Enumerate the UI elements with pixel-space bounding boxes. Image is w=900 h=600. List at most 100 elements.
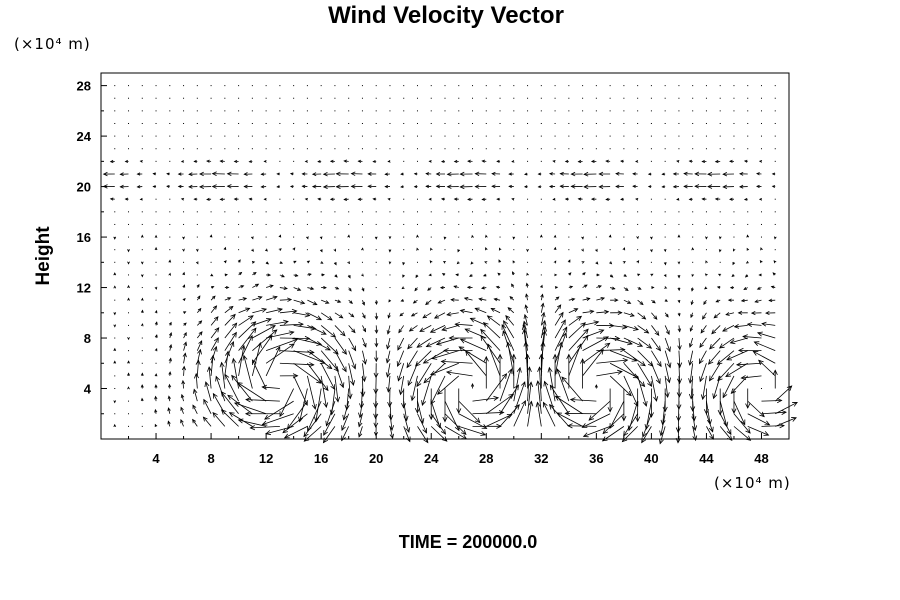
wind-vector bbox=[595, 97, 597, 99]
wind-vector bbox=[140, 234, 144, 238]
wind-vector bbox=[335, 171, 349, 177]
wind-vector bbox=[361, 122, 363, 124]
wind-vector bbox=[678, 122, 680, 124]
wind-vector bbox=[141, 148, 143, 150]
wind-vector bbox=[471, 234, 474, 238]
wind-vector bbox=[725, 312, 735, 316]
wind-vector bbox=[154, 348, 158, 352]
wind-vector bbox=[690, 300, 694, 306]
wind-vector bbox=[637, 223, 639, 225]
wind-vector bbox=[692, 413, 698, 432]
wind-vector bbox=[582, 97, 584, 99]
wind-vector bbox=[746, 234, 750, 238]
wind-vector bbox=[760, 148, 762, 150]
wind-vector bbox=[499, 384, 519, 414]
wind-vector bbox=[183, 211, 185, 213]
wind-vector bbox=[623, 375, 639, 407]
wind-vector bbox=[729, 159, 734, 163]
wind-vector bbox=[664, 160, 666, 162]
wind-vector bbox=[193, 197, 198, 201]
wind-vector bbox=[279, 198, 281, 200]
wind-vector bbox=[760, 223, 762, 225]
wind-vector bbox=[472, 122, 474, 124]
wind-vector bbox=[183, 85, 185, 87]
wind-vector bbox=[224, 97, 226, 99]
wind-vector bbox=[540, 97, 542, 99]
wind-vector bbox=[251, 248, 254, 252]
x-axis-ticks: 4 8 12 16 20 24 28 32 36 40 44 48 bbox=[128, 433, 769, 466]
wind-vector bbox=[485, 148, 487, 150]
wind-vector bbox=[623, 85, 625, 87]
wind-vector bbox=[523, 313, 528, 326]
wind-vector bbox=[701, 159, 707, 164]
wind-vector bbox=[307, 400, 322, 432]
wind-vector bbox=[334, 337, 347, 355]
wind-vector bbox=[718, 249, 722, 253]
wind-vector bbox=[664, 110, 666, 112]
wind-vector bbox=[711, 325, 721, 335]
wind-vector bbox=[747, 122, 749, 124]
wind-vector bbox=[389, 287, 391, 289]
wind-vector bbox=[293, 223, 295, 225]
wind-vector bbox=[375, 274, 377, 276]
wind-vector bbox=[677, 287, 681, 292]
wind-vector bbox=[690, 388, 696, 412]
wind-vector bbox=[348, 135, 350, 137]
wind-vector bbox=[128, 350, 130, 352]
wind-vector bbox=[169, 236, 171, 238]
wind-vector bbox=[677, 274, 681, 279]
wind-vector bbox=[127, 372, 130, 376]
wind-vector bbox=[341, 413, 350, 432]
wind-vector bbox=[543, 401, 556, 427]
wind-vector bbox=[704, 273, 708, 277]
wind-vector bbox=[621, 388, 627, 422]
wind-vector bbox=[692, 211, 694, 213]
wind-vector bbox=[760, 236, 762, 238]
wind-vector bbox=[678, 148, 680, 150]
wind-vector bbox=[384, 184, 390, 189]
wind-vector bbox=[430, 211, 432, 213]
wind-vector bbox=[400, 185, 404, 189]
wind-vector bbox=[128, 148, 130, 150]
wind-vector bbox=[223, 260, 227, 264]
wind-vector bbox=[389, 110, 391, 112]
wind-vector bbox=[199, 184, 212, 189]
wind-vector bbox=[192, 388, 198, 402]
wind-vector bbox=[154, 423, 158, 427]
wind-vector bbox=[713, 312, 721, 319]
wind-vector bbox=[428, 273, 432, 277]
wind-vector bbox=[650, 97, 652, 99]
wind-vector bbox=[360, 375, 366, 398]
wind-vector bbox=[772, 272, 776, 276]
wind-vector bbox=[561, 376, 583, 402]
wind-vector bbox=[740, 298, 748, 303]
wind-vector bbox=[470, 383, 475, 389]
wind-vector bbox=[215, 375, 226, 402]
wind-vector bbox=[540, 302, 545, 313]
wind-vector bbox=[775, 417, 797, 427]
wind-vector bbox=[620, 197, 624, 201]
wind-vector bbox=[756, 172, 762, 176]
wind-vector bbox=[527, 160, 529, 162]
wind-vector bbox=[141, 223, 143, 225]
wind-vector bbox=[442, 260, 447, 264]
wind-vector bbox=[742, 334, 762, 340]
y-tick-label: 8 bbox=[84, 331, 91, 346]
wind-vector bbox=[406, 350, 418, 369]
wind-vector bbox=[430, 135, 432, 137]
wind-vector bbox=[430, 362, 459, 376]
wind-vector bbox=[109, 197, 115, 201]
wind-vector bbox=[568, 122, 570, 124]
wind-vector bbox=[527, 97, 529, 99]
x-tick-label: 36 bbox=[589, 451, 603, 466]
wind-vector bbox=[167, 407, 171, 414]
wind-vector bbox=[154, 321, 158, 326]
wind-vector bbox=[512, 260, 516, 264]
wind-vector bbox=[760, 388, 762, 390]
wind-vector bbox=[705, 148, 707, 150]
wind-vector bbox=[595, 135, 597, 137]
wind-vector bbox=[321, 286, 327, 290]
wind-vector bbox=[678, 97, 680, 99]
wind-vector bbox=[552, 197, 556, 201]
wind-vector bbox=[323, 413, 336, 436]
